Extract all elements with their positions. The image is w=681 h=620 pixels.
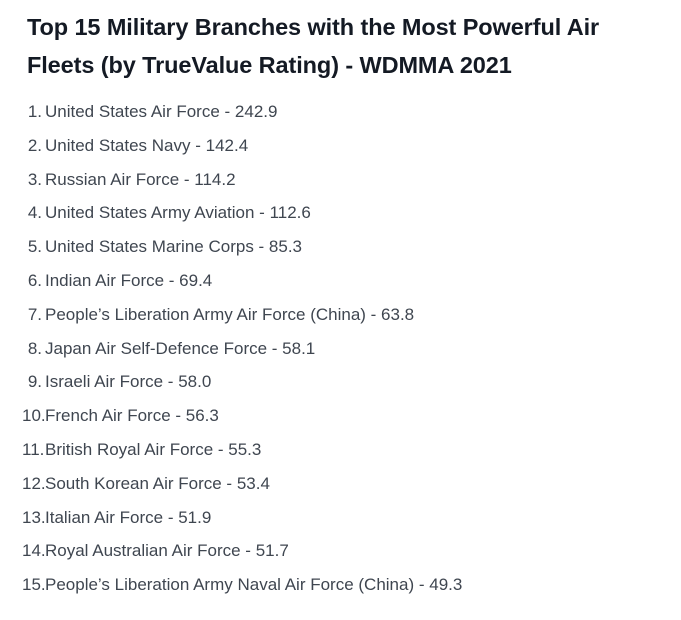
list-item: 2. United States Navy - 142.4 <box>27 136 681 170</box>
list-item: 10. French Air Force - 56.3 <box>22 406 681 440</box>
rank-number: 8. <box>27 338 42 358</box>
list-item: 12. South Korean Air Force - 53.4 <box>22 473 681 508</box>
rank-number: 3. <box>27 169 42 189</box>
rank-number: 13. <box>22 507 46 527</box>
list-item: 6. Indian Air Force - 69.4 <box>27 271 681 305</box>
list-item: 8. Japan Air Self-Defence Force - 58.1 <box>27 339 681 373</box>
item-text: United States Air Force - 242.9 <box>45 102 278 121</box>
rank-number: 14. <box>22 541 46 561</box>
item-text: South Korean Air Force - 53.4 <box>45 473 270 493</box>
list-item: 9. Israeli Air Force - 58.0 <box>27 372 681 406</box>
list-item: 5. United States Marine Corps - 85.3 <box>27 237 681 271</box>
item-text: British Royal Air Force - 55.3 <box>45 439 262 459</box>
list-item: 13. Italian Air Force - 51.9 <box>22 507 681 542</box>
list-item: 4. United States Army Aviation - 112.6 <box>27 203 681 237</box>
rank-number: 11. <box>22 439 45 459</box>
item-text: United States Marine Corps - 85.3 <box>45 237 303 257</box>
rank-number: 2. <box>27 135 42 155</box>
item-text: Italian Air Force - 51.9 <box>45 507 212 527</box>
item-text: Japan Air Self-Defence Force - 58.1 <box>45 338 316 358</box>
item-text: United States Army Aviation - 112.6 <box>45 203 311 223</box>
list-item: 7. People’s Liberation Army Air Force (Ch… <box>27 305 681 339</box>
rank-number: 9. <box>27 372 42 392</box>
rank-number: 10. <box>22 406 46 426</box>
item-text: Indian Air Force - 69.4 <box>45 270 213 290</box>
rank-number: 5. <box>27 237 42 257</box>
item-text: People’s Liberation Army Naval Air Force… <box>45 575 463 595</box>
page-title: Top 15 Military Branches with the Most P… <box>27 14 600 78</box>
list-item: 11. British Royal Air Force - 55.3 <box>22 439 681 474</box>
rank-number: 1. <box>27 102 42 121</box>
item-text: Royal Australian Air Force - 51.7 <box>45 541 289 561</box>
rank-number: 4. <box>27 203 42 223</box>
item-text: Russian Air Force - 114.2 <box>45 169 236 189</box>
rank-number: 7. <box>27 304 42 324</box>
ranking-list: 1. United States Air Force - 242.9 2. Unit… <box>22 102 681 609</box>
list-item: 15. People’s Liberation Army Naval Air Fo… <box>22 575 681 609</box>
item-text: United States Navy - 142.4 <box>45 135 249 155</box>
list-item: 14. Royal Australian Air Force - 51.7 <box>22 541 681 575</box>
rank-number: 12. <box>22 473 46 493</box>
list-item: 1. United States Air Force - 242.9 <box>27 102 681 136</box>
item-text: French Air Force - 56.3 <box>45 406 219 426</box>
item-text: Israeli Air Force - 58.0 <box>45 372 212 392</box>
rank-number: 15. <box>22 575 46 595</box>
rank-number: 6. <box>27 270 42 290</box>
list-item: 3. Russian Air Force - 114.2 <box>27 170 681 204</box>
item-text: People’s Liberation Army Air Force (Chin… <box>45 304 415 324</box>
